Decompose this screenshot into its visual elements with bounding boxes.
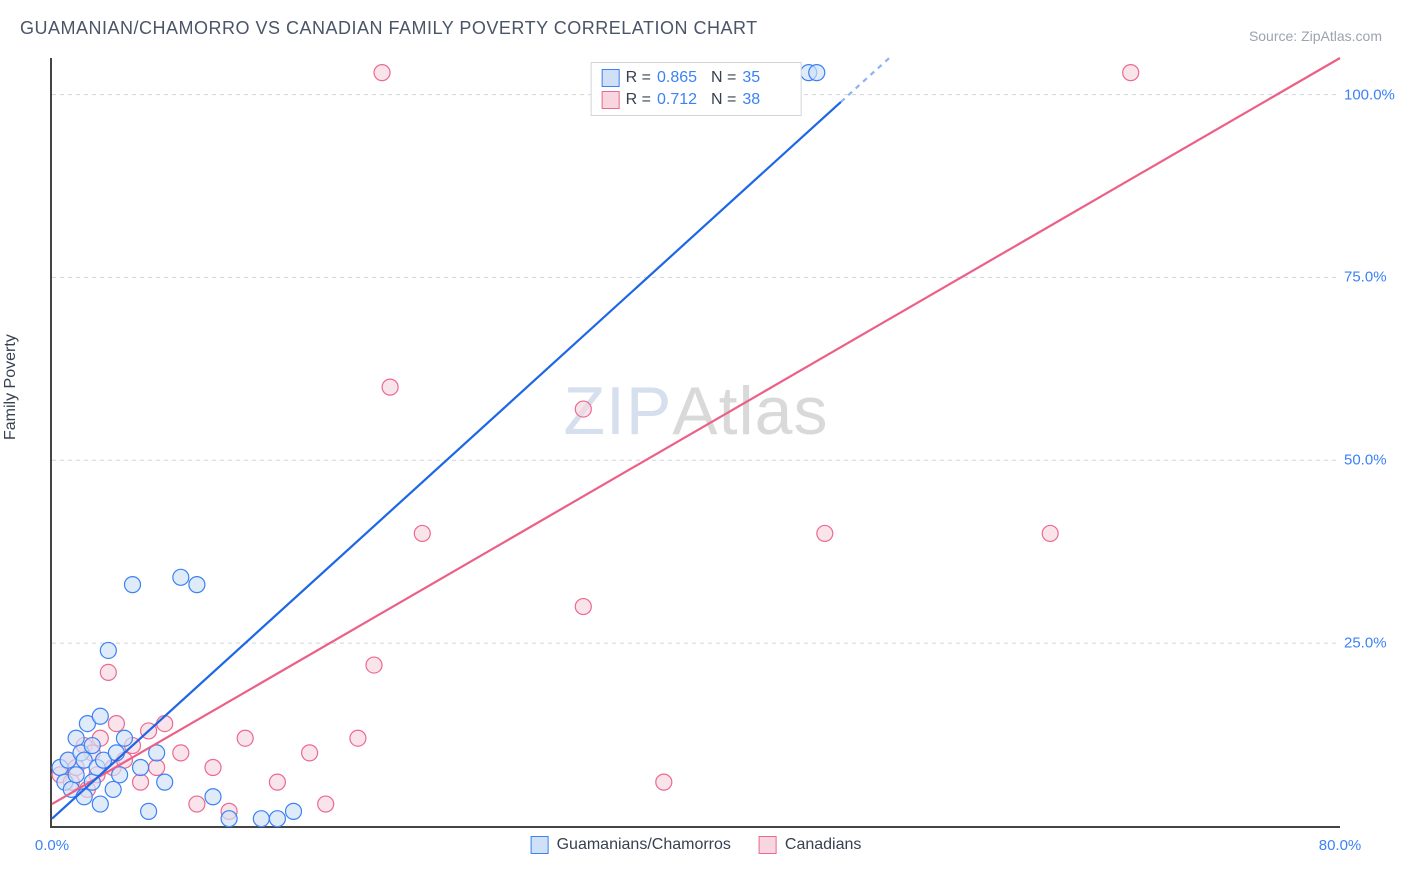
legend-n-label: N =	[711, 67, 736, 89]
x-tick-label: 80.0%	[1319, 837, 1362, 854]
correlation-legend: R = 0.865 N = 35 R = 0.712 N = 38	[591, 62, 802, 116]
y-tick-label: 25.0%	[1344, 635, 1394, 652]
legend-n-label: N =	[711, 89, 736, 111]
legend-r-label: R =	[626, 67, 651, 89]
legend-item-guamanians: Guamanians/Chamorros	[531, 836, 731, 854]
chart-title: GUAMANIAN/CHAMORRO VS CANADIAN FAMILY PO…	[20, 18, 758, 39]
scatter-chart-svg	[52, 58, 1340, 826]
legend-n-value-canadians: 38	[742, 89, 790, 111]
legend-r-value-guamanians: 0.865	[657, 67, 705, 89]
legend-n-value-guamanians: 35	[742, 67, 790, 89]
source-attribution: Source: ZipAtlas.com	[1249, 28, 1382, 44]
legend-r-label: R =	[626, 89, 651, 111]
legend-row-guamanians: R = 0.865 N = 35	[602, 67, 791, 89]
y-tick-label: 75.0%	[1344, 269, 1394, 286]
y-axis-label: Family Poverty	[2, 334, 20, 440]
series-legend: Guamanians/Chamorros Canadians	[531, 836, 862, 854]
y-tick-label: 50.0%	[1344, 452, 1394, 469]
y-tick-label: 100.0%	[1344, 86, 1394, 103]
swatch-canadians-bottom	[759, 836, 777, 854]
swatch-guamanians-bottom	[531, 836, 549, 854]
legend-row-canadians: R = 0.712 N = 38	[602, 89, 791, 111]
plot-area: ZIPAtlas R = 0.865 N = 35 R = 0.712 N = …	[50, 58, 1340, 828]
swatch-guamanians	[602, 69, 620, 87]
legend-label-guamanians: Guamanians/Chamorros	[557, 836, 731, 854]
legend-r-value-canadians: 0.712	[657, 89, 705, 111]
swatch-canadians	[602, 91, 620, 109]
legend-item-canadians: Canadians	[759, 836, 862, 854]
legend-label-canadians: Canadians	[785, 836, 862, 854]
x-tick-label: 0.0%	[35, 837, 69, 854]
